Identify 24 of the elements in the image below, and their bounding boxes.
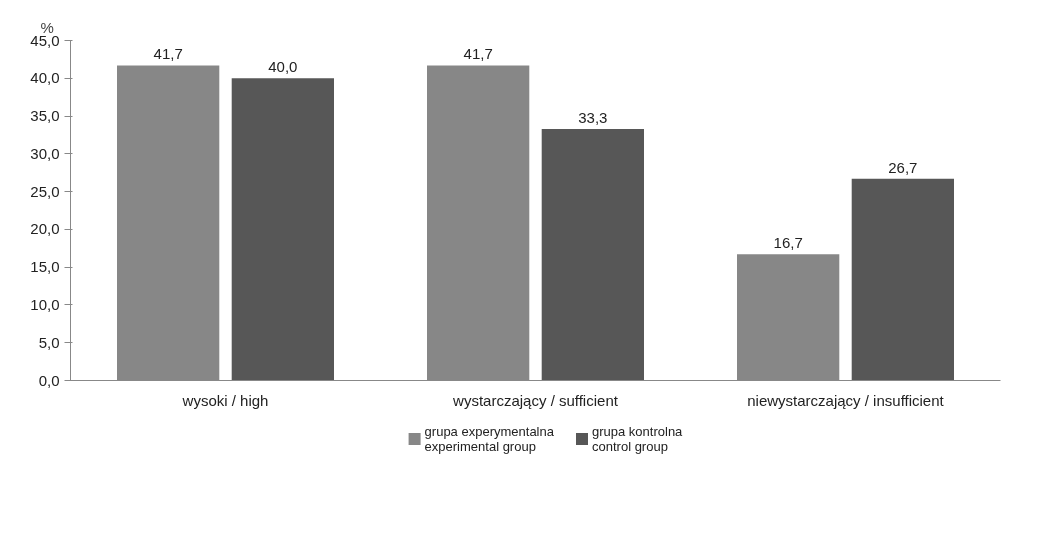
legend-label: grupa experymentalna experimental group — [424, 424, 555, 454]
data-label: 41,7 — [463, 45, 493, 63]
y-tick-label: 15,0 — [30, 258, 60, 276]
x-tick-label: niewystarczający / insufficient — [747, 391, 945, 409]
y-tick-label: 20,0 — [30, 220, 60, 238]
x-tick-label: wystarczający / sufficient — [452, 391, 619, 409]
legend-label: grupa kontrolna control group — [592, 424, 684, 454]
bar — [851, 178, 954, 381]
y-tick-label: 5,0 — [38, 333, 60, 351]
y-axis-title: % — [40, 18, 54, 36]
x-tick-label: wysoki / high — [181, 391, 269, 409]
data-label: 26,7 — [888, 158, 918, 176]
bar — [231, 78, 334, 381]
y-tick-label: 30,0 — [30, 144, 60, 162]
y-tick-label: 25,0 — [30, 182, 60, 200]
y-tick-label: 40,0 — [30, 69, 60, 87]
data-label: 40,0 — [268, 58, 298, 76]
bar — [541, 128, 644, 381]
y-tick-label: 0,0 — [38, 371, 60, 389]
data-label: 33,3 — [578, 108, 608, 126]
y-tick-label: 35,0 — [30, 107, 60, 125]
data-label: 41,7 — [153, 45, 183, 63]
y-tick-label: 10,0 — [30, 295, 60, 313]
data-label: 16,7 — [773, 234, 803, 252]
